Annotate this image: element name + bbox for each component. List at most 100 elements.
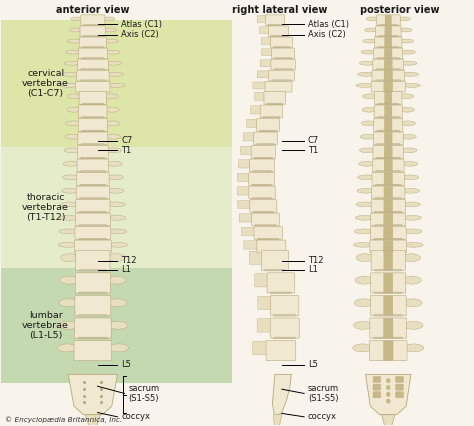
- FancyBboxPatch shape: [238, 200, 251, 209]
- FancyBboxPatch shape: [375, 211, 401, 213]
- FancyBboxPatch shape: [376, 69, 400, 70]
- Ellipse shape: [400, 39, 414, 43]
- Text: T12: T12: [121, 256, 137, 265]
- FancyBboxPatch shape: [81, 69, 105, 70]
- FancyBboxPatch shape: [267, 103, 283, 104]
- FancyBboxPatch shape: [261, 37, 272, 45]
- Ellipse shape: [109, 321, 128, 329]
- FancyBboxPatch shape: [370, 295, 406, 316]
- FancyBboxPatch shape: [80, 26, 106, 37]
- FancyBboxPatch shape: [271, 37, 292, 48]
- Bar: [0, 20, 232, 147]
- Text: posterior view: posterior view: [360, 5, 440, 15]
- FancyBboxPatch shape: [270, 318, 299, 338]
- FancyBboxPatch shape: [260, 105, 283, 118]
- Ellipse shape: [71, 17, 83, 21]
- FancyBboxPatch shape: [75, 213, 110, 226]
- FancyBboxPatch shape: [74, 240, 111, 253]
- FancyBboxPatch shape: [375, 80, 401, 81]
- FancyBboxPatch shape: [77, 70, 109, 81]
- FancyBboxPatch shape: [378, 36, 398, 37]
- FancyBboxPatch shape: [246, 119, 258, 127]
- FancyBboxPatch shape: [260, 130, 277, 132]
- Text: coccyx: coccyx: [308, 412, 337, 421]
- Ellipse shape: [60, 276, 78, 284]
- FancyBboxPatch shape: [396, 377, 403, 383]
- FancyBboxPatch shape: [262, 49, 273, 56]
- Ellipse shape: [63, 72, 79, 76]
- FancyBboxPatch shape: [268, 26, 289, 37]
- FancyBboxPatch shape: [373, 377, 381, 383]
- FancyBboxPatch shape: [237, 187, 250, 195]
- FancyBboxPatch shape: [238, 160, 251, 168]
- FancyBboxPatch shape: [76, 81, 110, 92]
- FancyBboxPatch shape: [80, 270, 106, 271]
- FancyBboxPatch shape: [383, 241, 393, 253]
- FancyBboxPatch shape: [274, 58, 292, 59]
- FancyBboxPatch shape: [253, 211, 273, 213]
- FancyBboxPatch shape: [249, 186, 275, 199]
- Ellipse shape: [401, 121, 415, 126]
- FancyBboxPatch shape: [265, 15, 284, 26]
- FancyBboxPatch shape: [384, 49, 392, 58]
- FancyBboxPatch shape: [372, 70, 404, 81]
- Polygon shape: [365, 374, 411, 414]
- FancyBboxPatch shape: [272, 48, 295, 59]
- Text: sacrum
(S1-S5): sacrum (S1-S5): [128, 384, 159, 403]
- FancyBboxPatch shape: [240, 146, 253, 155]
- Ellipse shape: [399, 28, 412, 32]
- Ellipse shape: [109, 344, 128, 352]
- Ellipse shape: [106, 148, 122, 153]
- FancyBboxPatch shape: [80, 198, 106, 199]
- FancyBboxPatch shape: [250, 199, 277, 212]
- FancyBboxPatch shape: [377, 58, 400, 59]
- FancyBboxPatch shape: [80, 80, 106, 81]
- FancyBboxPatch shape: [374, 48, 403, 59]
- Ellipse shape: [359, 161, 375, 166]
- FancyBboxPatch shape: [375, 198, 401, 199]
- Ellipse shape: [64, 148, 80, 153]
- FancyBboxPatch shape: [255, 225, 276, 226]
- FancyBboxPatch shape: [375, 26, 401, 37]
- Ellipse shape: [401, 135, 416, 139]
- Text: T12: T12: [308, 256, 323, 265]
- Bar: [0, 147, 232, 268]
- Ellipse shape: [105, 121, 120, 126]
- Text: thoracic
vertebrae
(T1-T12): thoracic vertebrae (T1-T12): [22, 193, 69, 222]
- FancyBboxPatch shape: [371, 199, 405, 212]
- FancyBboxPatch shape: [379, 25, 398, 26]
- FancyBboxPatch shape: [249, 251, 263, 265]
- Ellipse shape: [62, 188, 79, 193]
- Ellipse shape: [58, 321, 77, 329]
- Ellipse shape: [402, 175, 419, 180]
- FancyBboxPatch shape: [82, 117, 104, 118]
- Ellipse shape: [60, 216, 78, 220]
- Ellipse shape: [401, 148, 417, 153]
- Ellipse shape: [401, 61, 417, 65]
- Ellipse shape: [403, 276, 421, 284]
- FancyBboxPatch shape: [376, 144, 400, 145]
- Ellipse shape: [356, 83, 374, 87]
- FancyBboxPatch shape: [274, 337, 296, 339]
- FancyBboxPatch shape: [383, 318, 393, 338]
- FancyBboxPatch shape: [273, 47, 290, 48]
- Ellipse shape: [386, 386, 390, 390]
- FancyBboxPatch shape: [384, 213, 392, 225]
- Ellipse shape: [357, 188, 374, 193]
- Ellipse shape: [103, 28, 117, 32]
- FancyBboxPatch shape: [79, 37, 107, 48]
- Ellipse shape: [403, 299, 422, 307]
- Ellipse shape: [400, 107, 414, 112]
- FancyBboxPatch shape: [254, 157, 273, 158]
- FancyBboxPatch shape: [384, 250, 392, 270]
- FancyBboxPatch shape: [255, 92, 265, 101]
- Ellipse shape: [65, 135, 81, 139]
- FancyBboxPatch shape: [77, 173, 109, 185]
- FancyBboxPatch shape: [78, 132, 108, 145]
- FancyBboxPatch shape: [253, 341, 267, 354]
- Ellipse shape: [107, 72, 123, 76]
- FancyBboxPatch shape: [374, 37, 402, 48]
- Ellipse shape: [365, 28, 378, 32]
- Text: coccyx: coccyx: [121, 412, 150, 421]
- Ellipse shape: [104, 94, 118, 99]
